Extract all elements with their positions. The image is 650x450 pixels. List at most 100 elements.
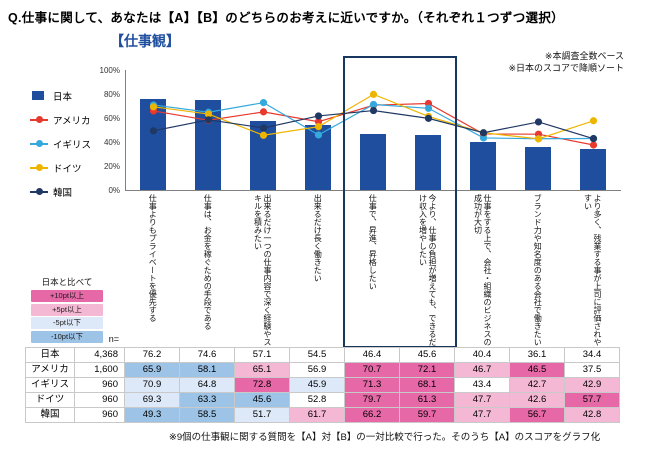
compare-legend-item-1: +5pt以上 [31,303,103,316]
data-point [534,118,543,126]
plot-area [125,70,621,191]
data-point [369,106,378,115]
table-value: 79.7 [345,393,400,408]
legend-label: ドイツ [53,164,82,175]
data-point [149,127,158,135]
chart-title: 【仕事観】 [110,33,180,49]
table-value: 65.1 [235,363,290,378]
table-value: 46.5 [510,363,565,378]
table-value: 70.7 [345,363,400,378]
table-country: ドイツ [25,393,75,408]
table-value: 36.1 [510,348,565,363]
data-point [424,114,433,122]
y-tick-label: 80% [103,89,120,99]
table-value: 58.1 [180,363,235,378]
legend-dot [35,188,43,195]
table-value: 59.7 [400,408,455,423]
category-label-text: ブランド力や知名度のある会社で働きたい [533,194,543,346]
category-label-text: 仕事をする上で、会社・組織のビジネスの成功が大切 [473,194,493,346]
legend-dot [35,140,43,147]
legend-line-marker [30,139,48,149]
y-tick-label: 20% [103,161,120,171]
category-label-text: 仕事よりもプライベートを優先する [148,194,158,322]
category-label-1: 仕事は、お金を稼ぐための手段である [180,192,235,348]
table-value: 70.9 [125,378,180,393]
legend-item-1: アメリカ [30,108,91,132]
table-value: 66.2 [345,408,400,423]
bar-category-5 [415,135,441,190]
legend-dot [35,164,43,171]
data-point [479,134,488,142]
legend-item-2: イギリス [30,132,91,156]
data-point [259,131,268,139]
table-value: 63.3 [180,393,235,408]
category-axis: 仕事よりもプライベートを優先する 仕事は、お金を稼ぐための手段である 出来るだけ一つ… [125,192,620,348]
legend-item-0: 日本 [30,84,91,108]
table-value: 61.7 [290,408,345,423]
data-table: 日本 4,368 76.2 74.6 57.1 54.5 46.4 45.6 40.4 36.1 3… [25,347,620,423]
table-value: 45.6 [400,348,455,363]
legend-label: 日本 [53,92,73,103]
legend-line-marker [30,163,48,173]
category-label-4: 仕事で、昇進、昇格したい [345,192,400,348]
category-label-8: より多く、残業する事が上司に評価されやすい [565,192,620,348]
category-label-text: より多く、残業する事が上司に評価されやすい [583,194,603,346]
data-point [424,104,433,112]
data-point [479,129,488,137]
category-label-text: 出来るだけ一つの仕事内容で深く経験やスキルを積みたい [253,194,273,346]
table-value: 74.6 [180,348,235,363]
category-label-text: 出来るだけ長く働きたい [313,194,323,282]
compare-legend-item-2: -5pt以下 [31,317,103,329]
data-point [259,124,268,132]
table-country: 韓国 [25,408,75,423]
table-value: 57.7 [565,393,620,408]
note-sort-order: ※日本のスコアで降順ソート [508,63,624,73]
compare-legend: 日本と比べて +10pt以上 +5pt以上 -5pt以下 -10pt以下 [31,276,103,343]
y-tick-label: 100% [99,65,120,75]
category-label-5: 今より、仕事の負担が増えても、できるだけ収入を増やしたい [400,192,455,348]
table-value: 37.5 [565,363,620,378]
table-value: 76.2 [125,348,180,363]
table-row-2: イギリス 960 70.9 64.8 72.8 45.9 71.3 68.1 43.4 42.7 4… [25,378,620,393]
n-header: n= [108,334,119,344]
data-point [589,117,598,125]
table-value: 45.9 [290,378,345,393]
table-value: 56.7 [510,408,565,423]
legend-dot [35,116,43,123]
table-country: アメリカ [25,363,75,378]
compare-legend-item-3: -10pt以下 [31,330,103,343]
compare-legend-item-0: +10pt以上 [31,290,103,302]
table-country: 日本 [25,348,75,363]
legend-item-3: ドイツ [30,156,91,180]
y-tick-label: 0% [108,185,120,195]
legend-line-marker [30,187,48,197]
bar-category-4 [360,134,386,190]
y-tick-label: 40% [103,137,120,147]
legend-label: イギリス [53,140,92,151]
chart-notes: ※本調査全数ベース ※日本のスコアで降順ソート [508,50,624,74]
bar-category-8 [580,148,606,190]
data-point [149,103,158,111]
table-value: 69.3 [125,393,180,408]
table-value: 56.9 [290,363,345,378]
data-point [204,110,213,118]
data-point [314,118,323,126]
table-value: 61.3 [400,393,455,408]
table-n: 960 [75,393,125,408]
category-label-text: 今より、仕事の負担が増えても、できるだけ収入を増やしたい [418,194,438,346]
table-row-0: 日本 4,368 76.2 74.6 57.1 54.5 46.4 45.6 40.4 36.1 3… [25,348,620,363]
note-survey-base: ※本調査全数ベース [544,51,624,61]
table-value: 42.8 [565,408,620,423]
table-value: 58.5 [180,408,235,423]
data-point [589,135,598,143]
table-row-3: ドイツ 960 69.3 63.3 45.6 52.8 79.7 61.3 47.7 42.6 57… [25,393,620,408]
table-row-4: 韓国 960 49.3 58.5 51.7 61.7 66.2 59.7 47.7 56.7 42.… [25,408,620,423]
y-tick-label: 60% [103,113,120,123]
data-point [369,90,378,98]
legend-label: 韓国 [53,188,73,199]
data-point [534,135,543,143]
data-point [314,123,323,131]
table-value: 65.9 [125,363,180,378]
bar-category-7 [525,146,551,190]
